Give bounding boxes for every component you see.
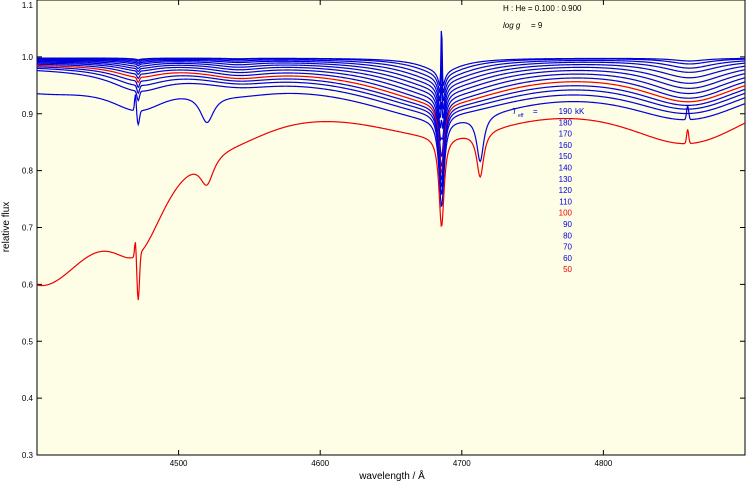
y-tick-label: 0.6 bbox=[22, 280, 34, 289]
series-line-160 bbox=[37, 58, 745, 110]
series-line-130 bbox=[37, 61, 745, 142]
teff-label: T bbox=[512, 107, 518, 116]
series-line-70 bbox=[37, 70, 745, 196]
legend-entry-50: 50 bbox=[563, 265, 572, 274]
series-lines bbox=[37, 30, 745, 301]
series-line-150 bbox=[37, 59, 745, 120]
legend-entry-60: 60 bbox=[563, 254, 572, 263]
series-line-140 bbox=[37, 60, 745, 129]
series-line-90 bbox=[37, 66, 745, 181]
axis-ticks: 4500 4600 4700 4800 0.3 0.4 0.5 0.6 0.7 0.8 0.9 1.0… bbox=[22, 0, 745, 468]
teff-subscript: eff bbox=[518, 113, 524, 119]
y-tick-label: 1.0 bbox=[22, 53, 34, 62]
y-axis-label: relative flux bbox=[1, 202, 12, 253]
legend-entry-150: 150 bbox=[559, 152, 573, 161]
legend-entry-110: 110 bbox=[559, 197, 572, 206]
legend-entry-160: 160 bbox=[559, 141, 573, 150]
series-line-110 bbox=[37, 63, 745, 168]
series-line-50 bbox=[37, 117, 745, 301]
legend-entry-100: 100 bbox=[559, 209, 573, 218]
y-tick-label: 0.5 bbox=[22, 337, 34, 346]
teff-equals: = bbox=[533, 107, 538, 116]
legend: 190 180 170 160 150 140 130 120 110 100 90 80 70 60 50 bbox=[559, 107, 573, 274]
series-line-180 bbox=[37, 48, 745, 94]
legend-entry-120: 120 bbox=[559, 186, 573, 195]
legend-entry-70: 70 bbox=[563, 243, 572, 252]
x-tick-label: 4800 bbox=[595, 459, 613, 468]
legend-entry-180: 180 bbox=[559, 118, 573, 127]
series-line-80 bbox=[37, 67, 745, 188]
y-tick-label: 0.9 bbox=[22, 110, 34, 119]
x-tick-label: 4700 bbox=[453, 459, 471, 468]
logg-label: log g bbox=[503, 21, 521, 30]
legend-entry-170: 170 bbox=[559, 130, 573, 139]
composition-annotation: H : He = 0.100 : 0.900 bbox=[503, 4, 582, 13]
x-tick-label: 4600 bbox=[311, 459, 329, 468]
y-tick-label: 0.8 bbox=[22, 167, 34, 176]
y-tick-label: 0.3 bbox=[22, 451, 34, 460]
legend-entry-140: 140 bbox=[559, 164, 573, 173]
logg-value: = 9 bbox=[531, 21, 543, 30]
series-line-170 bbox=[37, 58, 745, 102]
legend-entry-90: 90 bbox=[563, 220, 572, 229]
legend-entry-130: 130 bbox=[559, 175, 573, 184]
x-tick-label: 4500 bbox=[170, 459, 188, 468]
series-line-100 bbox=[37, 64, 745, 175]
series-line-60 bbox=[37, 92, 745, 208]
legend-entry-190: 190 bbox=[559, 107, 573, 116]
series-line-120 bbox=[37, 62, 745, 158]
y-tick-label: 0.7 bbox=[22, 224, 34, 233]
y-tick-label: 1.1 bbox=[22, 1, 34, 10]
teff-unit: kK bbox=[575, 107, 585, 116]
y-tick-label: 0.4 bbox=[22, 394, 34, 403]
legend-entry-80: 80 bbox=[563, 231, 572, 240]
x-axis-label: wavelength / Å bbox=[358, 469, 425, 482]
